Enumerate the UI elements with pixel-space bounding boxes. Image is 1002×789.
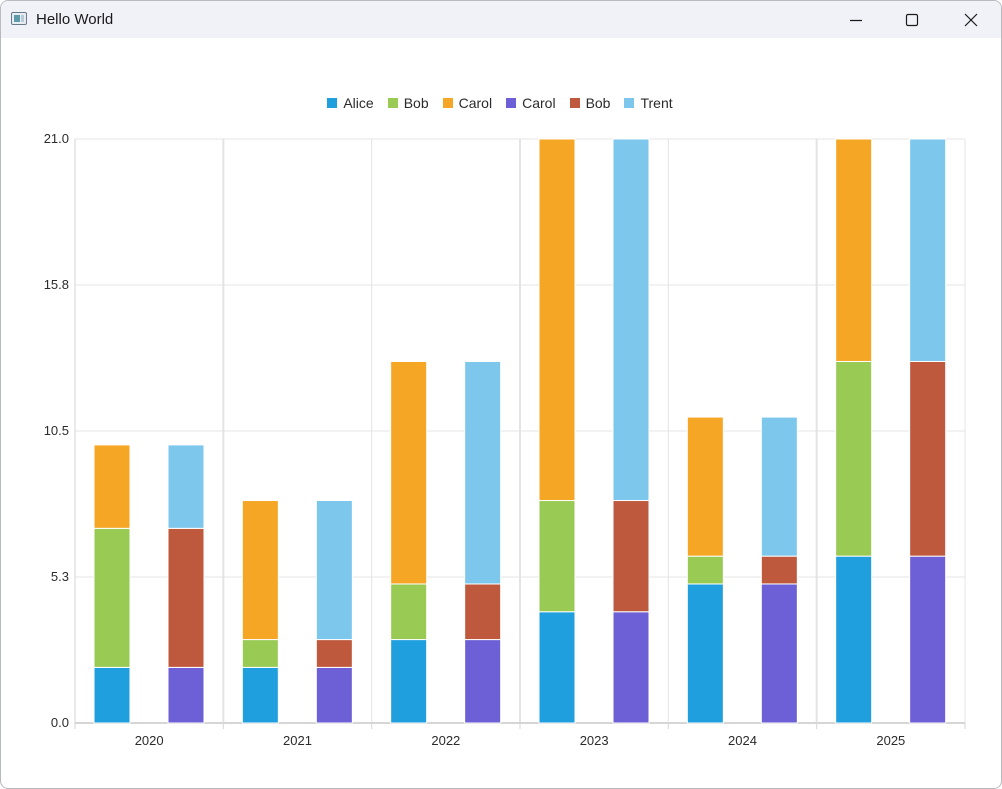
bar-carol-2024: [760, 583, 798, 724]
legend-label: Bob: [403, 95, 429, 111]
app-icon: [11, 12, 27, 25]
bar-carol-2022: [390, 360, 428, 585]
bar-bob-2025: [835, 360, 873, 557]
bar-carol-2021: [241, 500, 279, 641]
y-tick-label: 15.8: [44, 277, 69, 292]
bar-bob-2021: [241, 639, 279, 668]
bar-bob-2023: [538, 500, 576, 613]
bar-bob-2020: [167, 527, 205, 668]
bar-carol-2020: [167, 666, 205, 724]
legend-item-alice-0: Alice: [327, 95, 374, 111]
bar-alice-2023: [538, 611, 576, 724]
x-tick-label: 2021: [283, 733, 312, 748]
bar-carol-2020: [93, 444, 131, 529]
x-tick-label: 2020: [135, 733, 164, 748]
minimize-button[interactable]: [827, 1, 885, 38]
bar-carol-2021: [315, 666, 353, 724]
bar-trent-2023: [612, 138, 650, 502]
legend-swatch: [387, 98, 398, 108]
bar-alice-2020: [93, 666, 131, 724]
bar-bob-2024: [686, 555, 724, 585]
bar-trent-2020: [167, 444, 205, 529]
y-tick-label: 5.3: [51, 569, 69, 584]
bar-alice-2022: [390, 639, 428, 724]
bar-bob-2022: [464, 583, 502, 641]
bar-carol-2025: [835, 138, 873, 362]
maximize-button[interactable]: [883, 1, 941, 38]
chart-view: Alice Bob Carol Carol Bob Trent 0.0 5.3 10.5 15.…: [1, 38, 1001, 788]
y-tick-label: 10.5: [44, 423, 69, 438]
y-tick-label: 0.0: [51, 715, 69, 730]
bar-carol-2022: [464, 639, 502, 724]
legend-item-bob-4: Bob: [569, 95, 611, 111]
legend-label: Carol: [522, 95, 556, 111]
legend-item-carol-3: Carol: [506, 95, 556, 111]
x-tick-label: 2023: [580, 733, 609, 748]
bar-carol-2023: [612, 611, 650, 724]
minimize-icon: [850, 19, 862, 21]
bar-trent-2024: [760, 416, 798, 557]
window-title: Hello World: [36, 11, 114, 28]
bar-trent-2025: [909, 138, 947, 362]
legend-label: Carol: [458, 95, 493, 111]
legend-label: Bob: [585, 95, 611, 111]
legend-label: Trent: [640, 95, 673, 111]
legend-item-bob-1: Bob: [387, 95, 429, 111]
bar-chart: 0.0 5.3 10.5 15.8 21.0 2020 2021 2022 2023 2024 20…: [44, 131, 966, 748]
bar-trent-2021: [315, 500, 353, 641]
legend-swatch: [327, 98, 338, 108]
bar-trent-2022: [464, 360, 502, 585]
legend-label: Alice: [343, 95, 374, 111]
legend-item-carol-2: Carol: [442, 95, 493, 111]
bar-alice-2021: [241, 666, 279, 724]
bar-carol-2023: [538, 138, 576, 502]
legend-swatch: [506, 98, 517, 108]
bar-carol-2024: [686, 416, 724, 557]
legend-swatch: [569, 98, 580, 108]
x-tick-label: 2024: [728, 733, 757, 748]
bar-alice-2025: [835, 555, 873, 724]
title-bar[interactable]: Hello World: [1, 1, 1001, 38]
bar-bob-2020: [93, 527, 131, 668]
legend-item-trent-5: Trent: [624, 95, 673, 111]
bar-alice-2024: [686, 583, 724, 724]
bar-bob-2022: [390, 583, 428, 641]
maximize-icon: [905, 13, 919, 26]
close-icon: [964, 13, 978, 26]
bar-carol-2025: [909, 555, 947, 724]
y-tick-label: 21.0: [44, 131, 69, 146]
chart-legend: Alice Bob Carol Carol Bob Trent: [1, 94, 1001, 112]
bar-bob-2025: [909, 360, 947, 557]
bar-bob-2024: [760, 555, 798, 585]
x-tick-label: 2025: [876, 733, 905, 748]
bar-bob-2023: [612, 500, 650, 613]
bar-bob-2021: [315, 639, 353, 668]
legend-swatch: [442, 98, 453, 108]
x-tick-label: 2022: [431, 733, 460, 748]
legend-swatch: [624, 98, 635, 108]
close-button[interactable]: [942, 1, 1000, 38]
